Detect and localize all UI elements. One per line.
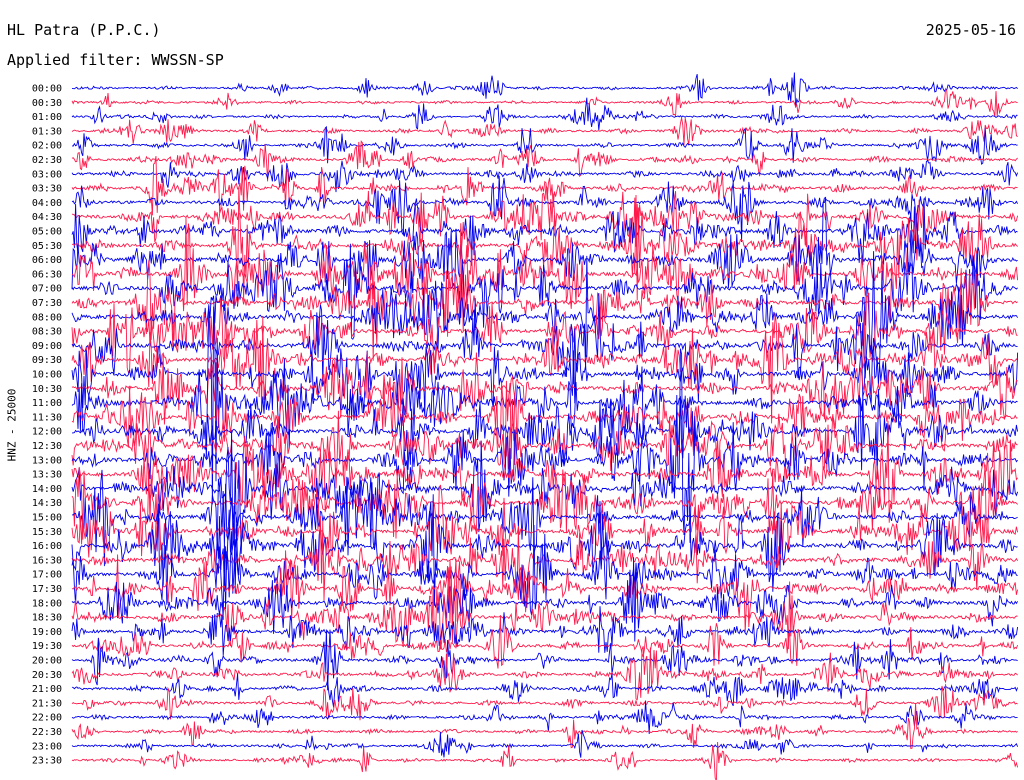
row-time-label: 13:30 [32, 470, 62, 481]
row-time-label: 11:00 [32, 398, 62, 409]
trace-line [71, 646, 1018, 701]
row-label-group: 00:00 00:30 01:00 01:30 02:00 02:30 03:00 03:30… [32, 84, 62, 767]
station-title: HL Patra (P.P.C.) [7, 21, 161, 39]
trace-line [71, 377, 1018, 471]
trace-line [71, 420, 1018, 530]
row-time-label: 06:00 [32, 255, 62, 266]
trace-line [71, 313, 1018, 424]
trace-line [71, 729, 1019, 758]
row-time-label: 18:30 [32, 613, 62, 624]
trace-line [71, 186, 1018, 301]
row-time-label: 17:00 [32, 570, 62, 581]
row-time-label: 22:00 [32, 713, 62, 724]
row-time-label: 14:30 [32, 498, 62, 509]
row-time-label: 03:00 [32, 169, 62, 180]
row-time-label: 23:00 [32, 741, 62, 752]
trace-line [71, 125, 1018, 166]
row-time-label: 00:30 [32, 98, 62, 109]
row-time-label: 08:30 [32, 327, 62, 338]
trace-group [71, 72, 1019, 780]
date-label: 2025-05-16 [925, 21, 1016, 39]
trace-line [71, 117, 1018, 146]
trace-line [71, 348, 1018, 543]
trace-line [71, 87, 1018, 117]
row-time-label: 21:30 [32, 698, 62, 709]
trace-line [71, 243, 1018, 340]
trace-line [71, 196, 1018, 294]
trace-line [71, 346, 1019, 436]
row-time-label: 19:00 [32, 627, 62, 638]
row-time-label: 12:00 [32, 427, 62, 438]
trace-line [71, 292, 1018, 386]
filter-label: Applied filter: WWSSN-SP [7, 51, 224, 69]
trace-line [71, 97, 1018, 131]
row-time-label: 09:30 [32, 355, 62, 366]
row-time-label: 20:30 [32, 670, 62, 681]
trace-line [71, 251, 1018, 371]
row-time-label: 16:30 [32, 555, 62, 566]
trace-line [71, 464, 1018, 544]
row-time-label: 01:30 [32, 126, 62, 137]
row-time-label: 22:30 [32, 727, 62, 738]
trace-line [71, 304, 1018, 505]
row-time-label: 13:00 [32, 455, 62, 466]
trace-line [71, 184, 1019, 248]
trace-line [71, 159, 1019, 193]
row-time-label: 09:00 [32, 341, 62, 352]
trace-line [71, 72, 1018, 108]
trace-line [71, 410, 1018, 489]
row-time-label: 03:30 [32, 184, 62, 195]
row-time-label: 05:00 [32, 227, 62, 238]
trace-line [71, 673, 1019, 708]
row-time-label: 10:00 [32, 370, 62, 381]
row-time-label: 20:00 [32, 656, 62, 667]
row-time-label: 12:30 [32, 441, 62, 452]
trace-line [71, 684, 1018, 721]
trace-line [71, 260, 1018, 361]
row-time-label: 04:30 [32, 212, 62, 223]
trace-line [71, 557, 1018, 642]
row-time-label: 07:00 [32, 284, 62, 295]
row-time-label: 16:00 [32, 541, 62, 552]
trace-line [71, 140, 1018, 182]
trace-line [71, 741, 1019, 780]
row-time-label: 01:00 [32, 112, 62, 123]
trace-line [71, 524, 1018, 620]
trace-line [71, 702, 1018, 750]
trace-line [71, 629, 1018, 691]
row-time-label: 19:30 [32, 641, 62, 652]
trace-line [71, 175, 1018, 243]
row-time-label: 23:30 [32, 756, 62, 767]
row-time-label: 17:30 [32, 584, 62, 595]
row-time-label: 10:30 [32, 384, 62, 395]
row-time-label: 00:00 [32, 84, 62, 95]
row-time-label: 18:00 [32, 598, 62, 609]
trace-line [71, 198, 1018, 266]
trace-line [72, 388, 1019, 480]
row-time-label: 02:00 [32, 141, 62, 152]
trace-line [71, 615, 1019, 669]
trace-line [71, 156, 1018, 216]
row-time-label: 04:00 [32, 198, 62, 209]
row-time-label: 07:30 [32, 298, 62, 309]
row-time-label: 08:00 [32, 312, 62, 323]
row-time-label: 15:00 [32, 513, 62, 524]
row-time-label: 21:00 [32, 684, 62, 695]
row-time-label: 02:30 [32, 155, 62, 166]
row-time-label: 14:00 [32, 484, 62, 495]
row-time-label: 15:30 [32, 527, 62, 538]
trace-line [71, 606, 1019, 656]
trace-line [71, 700, 1018, 735]
row-time-label: 05:30 [32, 241, 62, 252]
trace-line [71, 550, 1019, 633]
row-time-label: 06:30 [32, 269, 62, 280]
row-time-label: 11:30 [32, 412, 62, 423]
